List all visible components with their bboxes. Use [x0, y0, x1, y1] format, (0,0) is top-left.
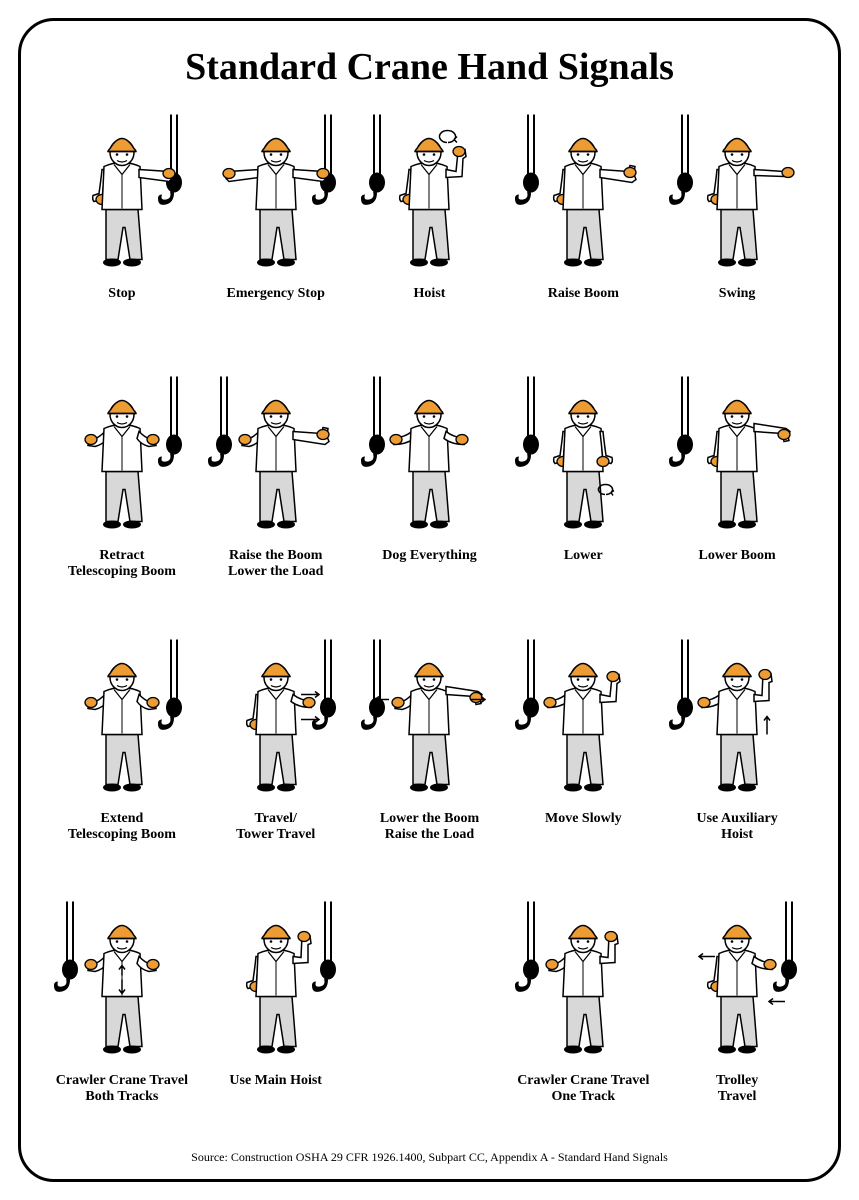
signal-label: Lower: [564, 548, 603, 564]
signal-label: Travel/ Tower Travel: [236, 811, 315, 843]
signal-figure: [359, 632, 499, 807]
signal-figure: [513, 107, 653, 282]
signal-figure: [359, 107, 499, 282]
signal-figure: [52, 894, 192, 1069]
signal-figure: [52, 107, 192, 282]
signal-label: Extend Telescoping Boom: [68, 811, 176, 843]
signal-cell: Move Slowly: [510, 632, 656, 882]
signal-cell: Lower the Boom Raise the Load: [357, 632, 503, 882]
signal-cell: Travel/ Tower Travel: [203, 632, 349, 882]
signal-cell: Crawler Crane Travel One Track: [510, 894, 656, 1144]
signal-label: Crawler Crane Travel One Track: [517, 1073, 649, 1105]
signal-label: Use Auxiliary Hoist: [696, 811, 777, 843]
signal-figure: [667, 894, 807, 1069]
signal-cell: Emergency Stop: [203, 107, 349, 357]
signal-cell: Raise Boom: [510, 107, 656, 357]
signal-label: Raise the Boom Lower the Load: [228, 548, 323, 580]
signal-label: Trolley Travel: [716, 1073, 758, 1105]
signal-cell: Use Main Hoist: [203, 894, 349, 1144]
signal-figure: [52, 369, 192, 544]
signal-cell: Extend Telescoping Boom: [49, 632, 195, 882]
source-citation: Source: Construction OSHA 29 CFR 1926.14…: [49, 1150, 810, 1165]
signal-figure: [513, 632, 653, 807]
signal-label: Move Slowly: [545, 811, 622, 827]
signal-figure: [667, 369, 807, 544]
signal-cell: Raise the Boom Lower the Load: [203, 369, 349, 619]
signal-cell: Dog Everything: [357, 369, 503, 619]
signals-grid: Stop: [49, 107, 810, 1144]
signal-figure: [359, 369, 499, 544]
signal-figure: [513, 894, 653, 1069]
signal-cell: Hoist: [357, 107, 503, 357]
signal-label: Swing: [719, 286, 756, 302]
signal-cell: Swing: [664, 107, 810, 357]
signal-label: Hoist: [414, 286, 446, 302]
signal-figure: [206, 894, 346, 1069]
signal-label: Emergency Stop: [227, 286, 325, 302]
signal-cell: Crawler Crane Travel Both Tracks: [49, 894, 195, 1144]
poster-frame: Standard Crane Hand Signals: [18, 18, 841, 1182]
signal-cell: Lower Boom: [664, 369, 810, 619]
signal-cell: Stop: [49, 107, 195, 357]
signal-label: Retract Telescoping Boom: [68, 548, 176, 580]
signal-figure: [52, 632, 192, 807]
poster-title: Standard Crane Hand Signals: [49, 45, 810, 89]
signal-label: Use Main Hoist: [229, 1073, 322, 1089]
signal-cell: Trolley Travel: [664, 894, 810, 1144]
signal-figure: [206, 632, 346, 807]
signal-figure: [206, 107, 346, 282]
signal-figure: [513, 369, 653, 544]
signal-label: Lower the Boom Raise the Load: [380, 811, 479, 843]
signal-figure: [206, 369, 346, 544]
signal-label: Stop: [108, 286, 135, 302]
signal-label: Dog Everything: [382, 548, 477, 564]
signal-cell: Lower: [510, 369, 656, 619]
signal-cell: Retract Telescoping Boom: [49, 369, 195, 619]
signal-figure: [667, 107, 807, 282]
signal-label: Crawler Crane Travel Both Tracks: [56, 1073, 188, 1105]
signal-cell: Use Auxiliary Hoist: [664, 632, 810, 882]
signal-figure: [667, 632, 807, 807]
signal-label: Lower Boom: [699, 548, 776, 564]
signal-label: Raise Boom: [548, 286, 619, 302]
